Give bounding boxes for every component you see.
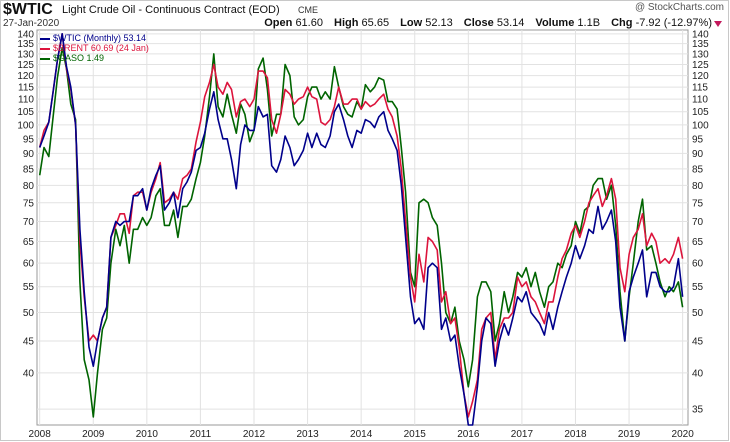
- y-tick-label-right: 135: [692, 39, 709, 50]
- y-tick-label-left: 110: [18, 95, 34, 106]
- ohlc-summary: Open 61.60 High 65.65 Low 52.13 Close 53…: [264, 17, 712, 29]
- y-tick-label-left: 100: [17, 120, 34, 131]
- y-tick-label-right: 50: [692, 308, 704, 319]
- y-tick-label-right: 120: [692, 71, 709, 82]
- change-label: Chg: [611, 17, 633, 29]
- x-tick-label: 2017: [511, 429, 534, 440]
- close-label: Close: [463, 17, 494, 29]
- x-tick-label: 2013: [296, 429, 319, 440]
- y-tick-label-right: 115: [692, 83, 708, 94]
- close-value: 53.14: [496, 17, 525, 29]
- change-value: -7.92 (-12.97%): [635, 17, 712, 29]
- y-tick-label-left: 60: [23, 259, 35, 270]
- y-tick-label-left: 115: [18, 83, 34, 94]
- legend-gaso: $GASO 1.49: [40, 53, 104, 63]
- y-tick-label-right: 110: [692, 95, 708, 106]
- y-tick-label-left: 45: [23, 337, 35, 348]
- y-tick-label-right: 65: [692, 237, 704, 248]
- y-tick-label-left: 90: [23, 149, 35, 160]
- y-tick-label-right: 140: [692, 29, 709, 40]
- open-label: Open: [264, 17, 293, 29]
- y-tick-label-right: 105: [692, 107, 709, 118]
- high-value: 65.65: [361, 17, 390, 29]
- x-tick-label: 2020: [672, 429, 695, 440]
- low-value: 52.13: [425, 17, 453, 29]
- legend-label-brent: $BRENT 60.69 (24 Jan): [53, 43, 149, 53]
- x-tick-label: 2011: [190, 429, 212, 440]
- x-tick-label: 2012: [243, 429, 266, 440]
- y-tick-label-left: 50: [23, 308, 35, 319]
- low-label: Low: [400, 17, 423, 29]
- y-tick-label-left: 125: [17, 60, 34, 71]
- high-label: High: [334, 17, 359, 29]
- x-tick-label: 2018: [564, 429, 587, 440]
- y-tick-label-right: 40: [692, 368, 704, 379]
- y-tick-label-right: 70: [692, 217, 704, 228]
- x-tick-label: 2019: [618, 429, 641, 440]
- x-tick-label: 2014: [350, 429, 373, 440]
- open-value: 61.60: [295, 17, 323, 29]
- x-tick-label: 2008: [29, 429, 52, 440]
- y-tick-label-right: 85: [692, 164, 704, 175]
- y-tick-label-left: 130: [17, 49, 34, 60]
- y-tick-label-left: 140: [17, 29, 34, 40]
- y-tick-label-left: 65: [23, 237, 35, 248]
- legend-swatch-brent: [40, 47, 50, 50]
- y-tick-label-right: 75: [692, 198, 704, 209]
- x-tick-label: 2010: [136, 429, 159, 440]
- legend-wtic: $WTIC (Monthly) 53.14: [40, 33, 146, 43]
- y-tick-label-left: 85: [23, 164, 35, 175]
- y-tick-label-left: 40: [23, 368, 35, 379]
- y-tick-label-right: 80: [692, 181, 704, 192]
- series-line-wtic: [38, 33, 684, 426]
- legend-label-gaso: $GASO 1.49: [53, 53, 105, 63]
- y-tick-label-left: 70: [23, 217, 35, 228]
- stockcharts-watermark: @ StockCharts.com: [634, 2, 724, 13]
- y-tick-label-right: 60: [692, 259, 704, 270]
- y-tick-label-right: 95: [692, 134, 704, 145]
- volume-value: 1.1B: [577, 17, 601, 29]
- instrument-name: Light Crude Oil - Continuous Contract (E…: [62, 4, 280, 16]
- y-tick-label-left: 75: [23, 198, 35, 209]
- y-tick-label-right: 55: [692, 282, 704, 293]
- volume-label: Volume: [535, 17, 575, 29]
- y-tick-label-left: 120: [17, 71, 34, 82]
- y-tick-label-left: 95: [23, 134, 35, 145]
- legend-brent: $BRENT 60.69 (24 Jan): [40, 43, 149, 53]
- x-tick-label: 2009: [82, 429, 105, 440]
- y-tick-label-right: 35: [692, 405, 704, 416]
- y-tick-label-left: 80: [23, 181, 35, 192]
- y-tick-label-right: 90: [692, 149, 704, 160]
- y-tick-label-right: 125: [692, 60, 709, 71]
- y-tick-label-right: 130: [692, 49, 709, 60]
- chart-date: 27-Jan-2020: [3, 18, 60, 29]
- legend-swatch-gaso: [40, 57, 50, 60]
- legend-swatch-wtic: [40, 37, 50, 40]
- y-tick-label-right: 45: [692, 337, 704, 348]
- legend-label-wtic: $WTIC (Monthly) 53.14: [53, 33, 147, 43]
- x-tick-label: 2016: [457, 429, 480, 440]
- x-tick-label: 2015: [404, 429, 427, 440]
- y-tick-label-left: 135: [17, 39, 34, 50]
- symbol-title: $WTIC: [3, 1, 53, 18]
- exchange-label: CME: [298, 5, 318, 15]
- plot-area: [36, 29, 689, 426]
- y-tick-label-right: 100: [692, 120, 709, 131]
- y-tick-label-left: 55: [23, 282, 35, 293]
- y-tick-label-left: 105: [17, 107, 34, 118]
- change-down-icon: [714, 21, 722, 27]
